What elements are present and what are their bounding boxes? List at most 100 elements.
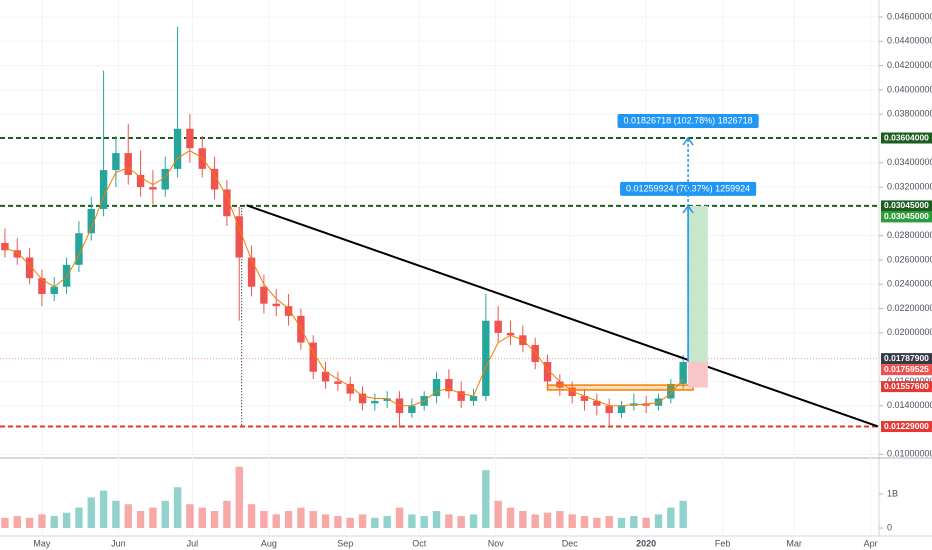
- x-tick-label: Sep: [337, 538, 353, 548]
- price-label-box: [881, 132, 932, 144]
- x-tick-label: Mar: [786, 538, 802, 548]
- y-tick-label: 0.03800000: [887, 109, 932, 119]
- volume-bar: [297, 507, 305, 528]
- volume-bar: [667, 507, 675, 528]
- y-tick-label: 0.04400000: [887, 36, 932, 46]
- candle-body: [457, 391, 465, 401]
- candle-body: [284, 306, 293, 316]
- volume-bar: [309, 511, 317, 528]
- volume-tick-label: 0: [887, 522, 892, 532]
- candle-body: [494, 320, 502, 333]
- x-tick-label: Nov: [488, 538, 505, 548]
- volume-bar: [284, 511, 293, 528]
- volume-bar: [321, 514, 330, 528]
- y-tick-label: 0.03200000: [887, 181, 932, 191]
- candle-body: [62, 264, 71, 287]
- position-label: 0.01826718 (102.78%) 1826718: [624, 115, 753, 125]
- grid: [0, 0, 878, 536]
- x-tick-label: Jul: [187, 538, 199, 548]
- candle-body: [469, 396, 478, 401]
- candle-body: [358, 393, 367, 404]
- volume-bar: [593, 517, 601, 528]
- candle-body: [667, 383, 675, 399]
- volume-bar: [173, 487, 182, 528]
- candle-body: [568, 387, 576, 397]
- volume-bar: [371, 517, 379, 528]
- y-tick-label: 0.02800000: [887, 230, 932, 240]
- y-tick-label: 0.02600000: [887, 254, 932, 264]
- candle-body: [1, 242, 9, 251]
- candle-body: [25, 257, 34, 279]
- volume-bar: [580, 516, 589, 528]
- candle-body: [272, 303, 280, 307]
- candle-body: [679, 362, 687, 384]
- volume-bar: [420, 516, 428, 528]
- y-tick-label: 0.03400000: [887, 157, 932, 167]
- y-tick-label: 0.02400000: [887, 279, 932, 289]
- volume-bar: [149, 507, 157, 528]
- volume-bar: [506, 507, 515, 528]
- price-label: 0.01759525: [884, 364, 929, 374]
- volume-bar: [432, 511, 441, 528]
- candle-body: [149, 187, 157, 190]
- volume-bar: [272, 514, 280, 528]
- candle-body: [38, 278, 46, 294]
- price-label-box: [881, 381, 932, 393]
- x-tick-label: Apr: [864, 538, 878, 548]
- volume-bar: [457, 516, 465, 528]
- range-box: [546, 384, 694, 391]
- candle-body: [247, 257, 256, 287]
- price-label-box: [881, 353, 932, 365]
- candle-body: [371, 400, 379, 404]
- volume-bar: [75, 507, 83, 528]
- candle-body: [346, 383, 354, 394]
- volume-bar: [494, 500, 502, 528]
- candle-body: [260, 286, 268, 304]
- volume-bar: [556, 511, 564, 528]
- price-label-box: [881, 421, 932, 433]
- candle-body: [186, 128, 194, 149]
- volume-bar: [469, 514, 478, 528]
- candle-body: [124, 153, 132, 175]
- volume-bar: [519, 511, 527, 528]
- price-label-box: [881, 364, 932, 376]
- candle-body: [173, 128, 182, 169]
- volume-bar: [136, 511, 145, 528]
- volume-bar: [531, 514, 539, 528]
- volume-bar: [358, 514, 367, 528]
- y-tick-label: 0.04600000: [887, 11, 932, 21]
- candle-body: [321, 371, 330, 382]
- volume-bar: [445, 514, 453, 528]
- candle-body: [297, 315, 305, 343]
- price-label: 0.01557600: [884, 381, 929, 391]
- price-label: 0.01229000: [884, 421, 929, 431]
- candle-body: [99, 170, 108, 209]
- candle-body: [136, 174, 145, 188]
- candle-body: [432, 379, 441, 397]
- candle-body: [334, 381, 342, 384]
- candle-body: [408, 405, 416, 414]
- price-label: 0.03045000: [884, 200, 929, 210]
- candle-body: [112, 153, 120, 171]
- candle-body: [506, 332, 515, 336]
- x-tick-label: Dec: [562, 538, 579, 548]
- y-tick-label: 0.01000000: [887, 449, 932, 459]
- x-tick-label: 2020: [636, 538, 656, 548]
- candle-body: [580, 396, 589, 401]
- volume-bar: [247, 504, 256, 528]
- arrow-head: [682, 136, 694, 146]
- price-label-box: [881, 200, 932, 212]
- volume-bar: [679, 500, 687, 528]
- volume-bar: [383, 516, 391, 528]
- candle-body: [543, 362, 552, 382]
- volume-bar: [260, 511, 268, 528]
- candle-body: [87, 208, 95, 234]
- volume-bar: [630, 516, 638, 528]
- loss-zone: [688, 362, 708, 388]
- volume-bar: [99, 490, 108, 528]
- volume-bar: [112, 500, 120, 528]
- volume-bar: [161, 500, 169, 528]
- volume-bar: [642, 517, 650, 528]
- volume-tick-label: 1B: [887, 488, 898, 498]
- price-label: 0.03045000: [884, 211, 929, 221]
